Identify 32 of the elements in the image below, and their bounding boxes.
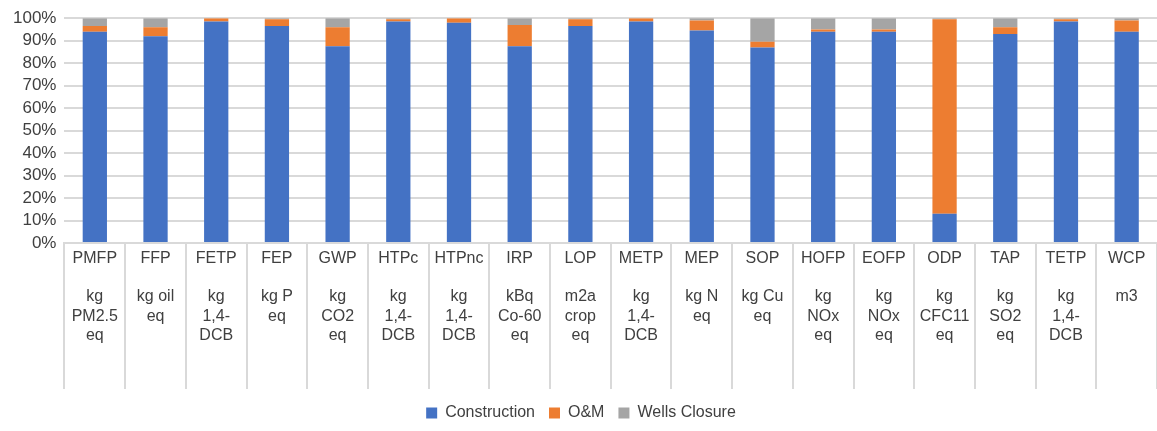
- category-label: TAP kg SO2 eq: [989, 249, 1022, 343]
- y-tick-label: 40%: [22, 142, 57, 162]
- y-tick-label: 50%: [22, 120, 57, 140]
- category-label: METP kg 1,4- DCB: [618, 249, 664, 343]
- y-tick-label: 80%: [22, 52, 57, 72]
- y-tick-label: 60%: [22, 97, 57, 117]
- category-label: WCP m3: [1107, 249, 1146, 305]
- legend-label: Construction: [445, 403, 535, 421]
- y-tick-label: 30%: [22, 165, 57, 185]
- category-label: HOFP kg NOx eq: [800, 249, 846, 343]
- y-tick-label: 0%: [31, 232, 57, 252]
- category-label: SOP kg Cu eq: [741, 249, 784, 324]
- y-tick-label: 20%: [22, 187, 57, 207]
- y-tick-label: 100%: [13, 7, 57, 27]
- y-tick-label: 70%: [22, 75, 57, 95]
- category-label: FFP kg oil eq: [136, 249, 175, 324]
- category-label: PMFP kg PM2.5 eq: [71, 249, 118, 343]
- category-label: FEP kg P eq: [260, 249, 293, 324]
- category-label: HTPnc kg 1,4- DCB: [434, 249, 484, 343]
- category-label: MEP kg N eq: [684, 249, 720, 324]
- category-label: FETP kg 1,4- DCB: [195, 249, 237, 343]
- category-label: GWP kg CO2 eq: [318, 249, 357, 343]
- category-label: ODP kg CFC11 eq: [919, 249, 970, 343]
- category-label: IRP kBq Co-60 eq: [497, 249, 542, 343]
- category-label: HTPc kg 1,4- DCB: [378, 249, 419, 343]
- y-tick-label: 10%: [22, 210, 57, 230]
- legend-label: O&M: [567, 403, 605, 421]
- category-label: TETP kg 1,4- DCB: [1045, 249, 1087, 343]
- category-label: EOFP kg NOx eq: [862, 249, 906, 343]
- legend-label: Wells Closure: [637, 403, 736, 421]
- category-label: LOP m2a crop eq: [564, 249, 597, 343]
- y-tick-label: 90%: [22, 30, 57, 50]
